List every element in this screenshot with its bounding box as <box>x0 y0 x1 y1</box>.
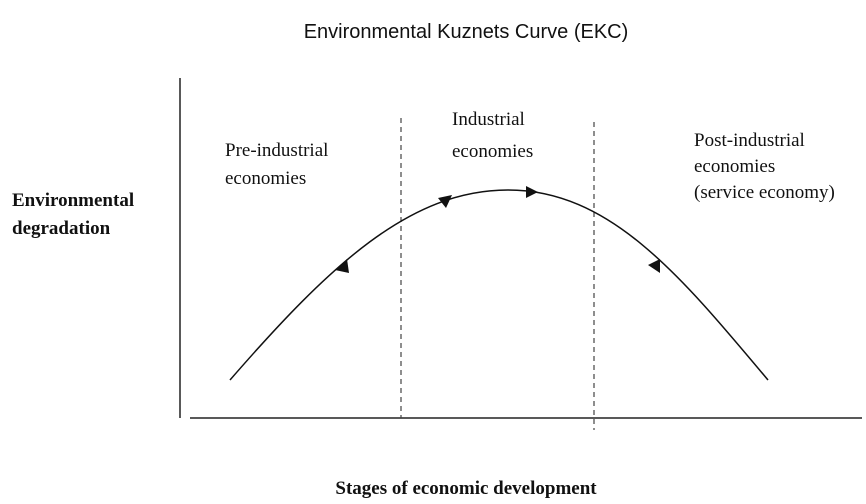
y-axis-label: degradation <box>12 218 111 239</box>
arrow <box>438 195 452 208</box>
stage-label: economies <box>694 156 775 177</box>
ekc-curve <box>229 189 769 381</box>
x-axis-label: Stages of economic development <box>335 478 597 499</box>
stage-label: economies <box>452 141 533 162</box>
stage-label: (service economy) <box>694 182 835 203</box>
stage-label: Post-industrial <box>694 130 805 151</box>
arrow <box>335 259 349 273</box>
stage-label: Pre-industrial <box>225 140 328 161</box>
arrow <box>526 186 538 198</box>
title: Environmental Kuznets Curve (EKC) <box>304 21 629 43</box>
stage-label: economies <box>225 168 306 189</box>
arrow <box>648 259 660 273</box>
stage-label: Industrial <box>452 109 525 130</box>
y-axis-label: Environmental <box>12 190 134 211</box>
